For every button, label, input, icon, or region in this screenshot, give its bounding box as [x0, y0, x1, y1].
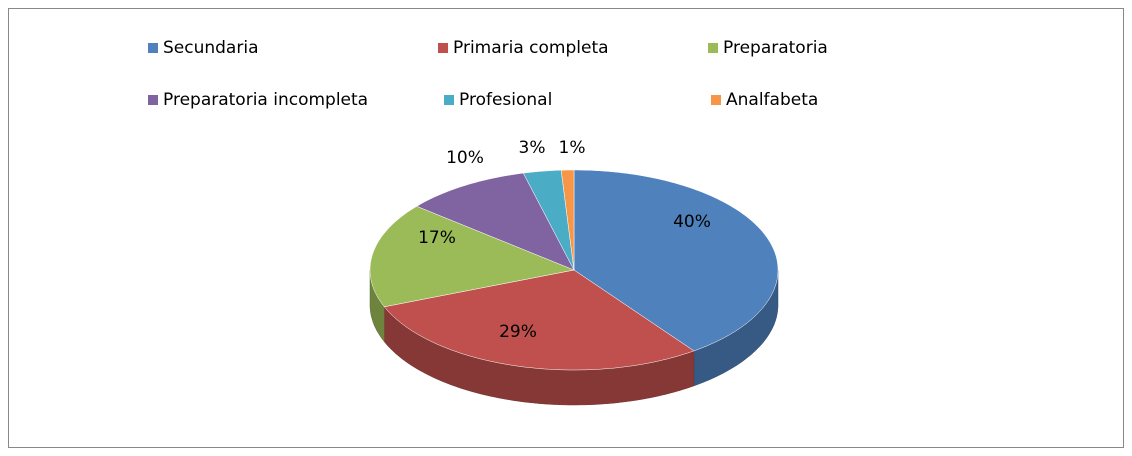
legend-swatch — [708, 43, 718, 53]
legend-label: Preparatoria — [723, 38, 828, 58]
data-label: 3% — [519, 138, 546, 158]
legend-label: Profesional — [459, 90, 552, 110]
legend-label: Secundaria — [163, 38, 258, 58]
legend-swatch — [711, 95, 721, 105]
legend-label: Analfabeta — [726, 90, 818, 110]
legend-swatch — [438, 43, 448, 53]
pie-slice — [383, 269, 695, 371]
pie-slice — [369, 206, 575, 308]
data-label: 1% — [559, 138, 586, 158]
legend-swatch — [148, 43, 158, 53]
pie-slice — [560, 169, 575, 271]
legend-swatch — [148, 95, 158, 105]
data-label: 10% — [446, 148, 484, 168]
legend-label: Primaria completa — [453, 38, 609, 58]
data-label: 17% — [418, 228, 456, 248]
legend-label: Preparatoria incompleta — [163, 90, 368, 110]
legend-swatch — [444, 95, 454, 105]
pie-slice — [573, 169, 779, 352]
pie-slice — [522, 169, 575, 271]
data-label: 40% — [673, 212, 711, 232]
data-label: 29% — [499, 322, 537, 342]
pie-slice — [416, 172, 575, 271]
